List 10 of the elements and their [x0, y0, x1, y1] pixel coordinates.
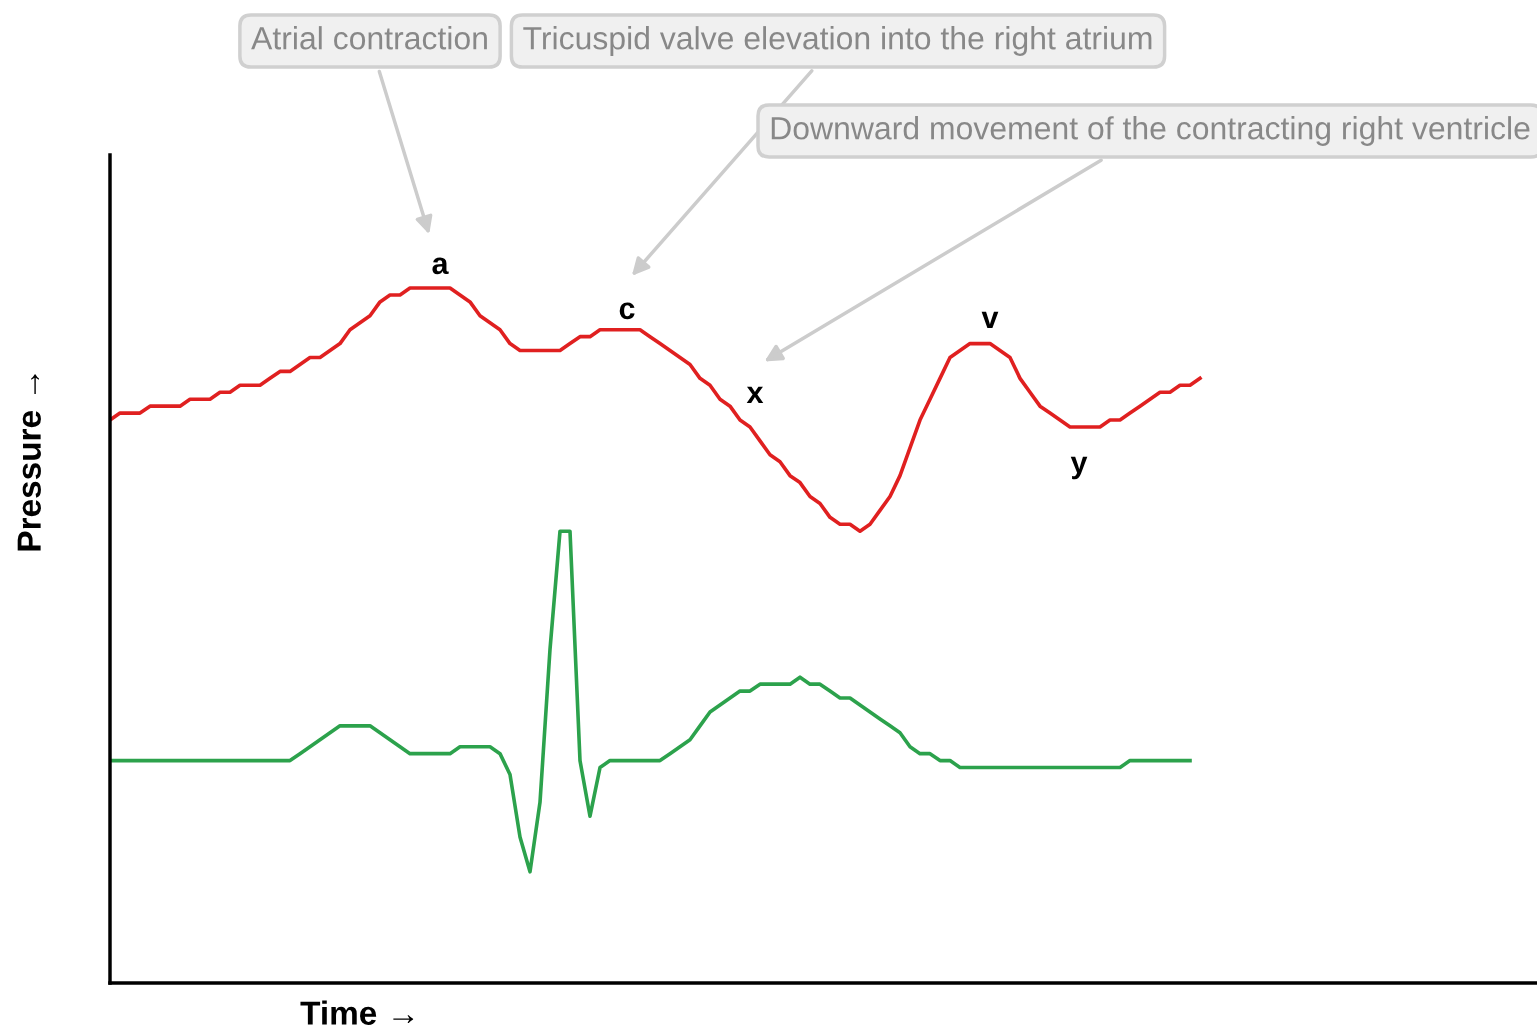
text: Atrial contraction	[251, 26, 487, 50]
y-axis-title: Pressure →	[17, 374, 41, 551]
text: Downward movement of the contracting right ventricle	[771, 116, 1530, 146]
text: a	[432, 257, 449, 275]
text: Tricuspid valve elevation into the right atrium	[523, 26, 1152, 56]
annotation: c	[619, 302, 635, 320]
annotation: y	[1070, 456, 1088, 480]
x-axis-title: Time →	[300, 1000, 414, 1025]
annotation: x	[746, 386, 764, 403]
annotation: v	[981, 311, 999, 328]
